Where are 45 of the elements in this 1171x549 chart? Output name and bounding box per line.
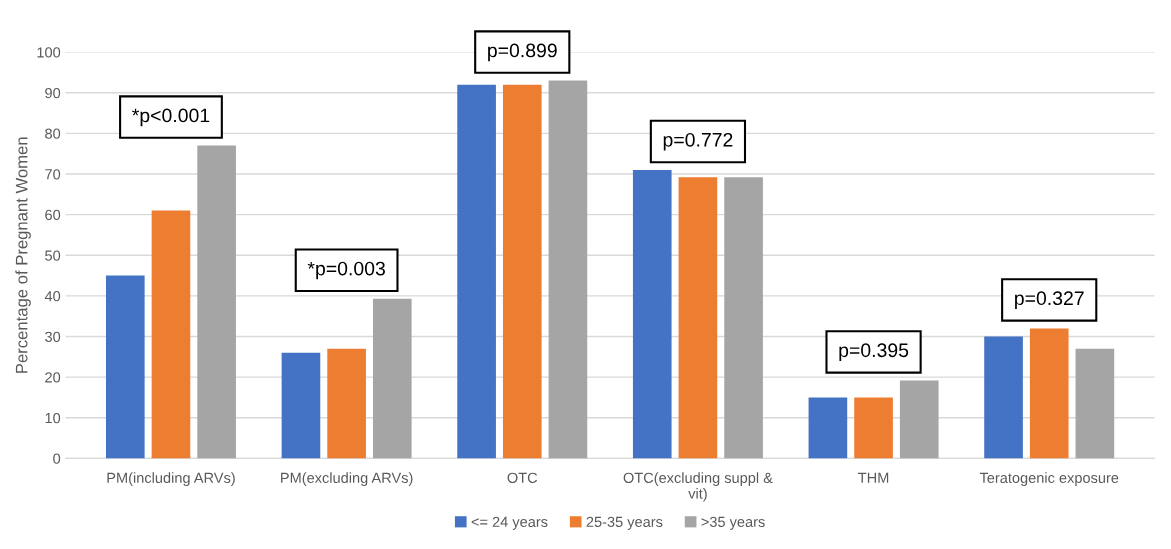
y-tick-label: 100 (37, 47, 61, 58)
x-tick-label: THM (858, 472, 889, 483)
y-tick-label: 30 (45, 331, 61, 342)
bar (1075, 348, 1115, 459)
x-tick-label: PM(including ARVs) (107, 472, 235, 486)
annotation: p=0.395 (839, 343, 909, 361)
y-tick-label: 20 (45, 372, 61, 383)
bar (197, 145, 236, 459)
bar (281, 352, 321, 459)
y-tick-label: 60 (45, 209, 61, 221)
y-tick-label: 50 (45, 250, 61, 261)
bar (984, 336, 1023, 459)
bar (548, 80, 588, 459)
y-tick-label: 0 (53, 453, 61, 464)
y-tick-label: 10 (45, 412, 61, 424)
annotation: *p<0.001 (132, 108, 210, 127)
y-tick-label: 90 (45, 87, 61, 99)
bar (151, 210, 191, 459)
bar (105, 275, 145, 459)
x-tick-label: Teratogenic exposure (979, 472, 1119, 486)
bar (678, 177, 718, 459)
y-axis-title: Percentage of Pregnant Women (15, 137, 31, 373)
x-tick-label: OTC(excluding suppl & vit) (623, 472, 773, 502)
bar (899, 380, 939, 459)
annotation: p=0.899 (488, 43, 557, 62)
legend-label: >35 years (701, 516, 765, 530)
legend-label: <= 24 years (471, 516, 548, 530)
x-tick-label: PM(excluding ARVs) (281, 472, 413, 486)
annotation: *p=0.003 (307, 261, 385, 280)
bar (854, 397, 893, 459)
legend-label: 25-35 years (586, 516, 663, 530)
y-tick-label: 80 (45, 128, 61, 139)
x-tick-label: OTC (507, 472, 538, 484)
annotation: p=0.327 (1015, 291, 1084, 309)
bar (1029, 328, 1069, 459)
bar (372, 298, 412, 459)
y-tick-label: 70 (45, 169, 61, 180)
bar (327, 348, 366, 459)
bar (502, 84, 542, 459)
y-tick-label: 40 (44, 291, 61, 302)
bar (724, 177, 763, 459)
bar (457, 84, 496, 459)
bar (632, 169, 672, 459)
bar (808, 397, 848, 459)
annotation: p=0.772 (663, 132, 733, 151)
